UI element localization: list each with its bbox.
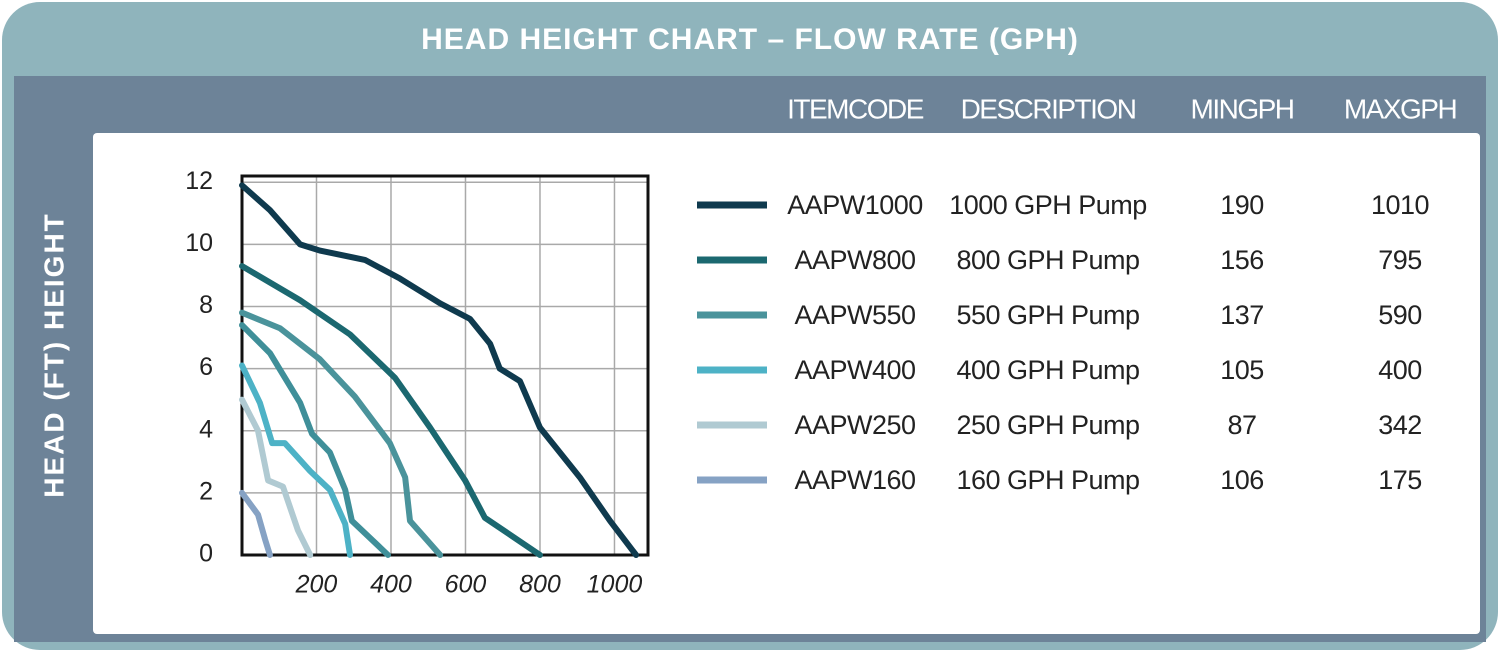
x-tick-label: 600 xyxy=(445,571,487,599)
table-cell: 105 xyxy=(1220,355,1264,385)
x-tick-label: 400 xyxy=(370,571,412,599)
x-tick-label: 200 xyxy=(295,571,338,599)
chart-title: HEAD HEIGHT CHART – FLOW RATE (GPH) xyxy=(421,23,1079,56)
series-line xyxy=(239,322,392,558)
y-tick-label: 0 xyxy=(199,540,213,568)
y-tick-label: 8 xyxy=(199,291,213,319)
table-cell: 190 xyxy=(1220,190,1264,220)
table-cell: 1010 xyxy=(1371,190,1429,220)
y-axis-label: HEAD (FT) HEIGHT xyxy=(38,212,69,498)
legend-label: AAPW800 xyxy=(794,245,915,275)
series-line xyxy=(239,309,444,558)
legend-label: AAPW250 xyxy=(794,410,915,440)
table-cell: 342 xyxy=(1378,410,1422,440)
table-cell: 795 xyxy=(1378,245,1422,275)
y-tick-label: 4 xyxy=(199,415,213,443)
table-cell: 137 xyxy=(1220,300,1264,330)
column-header: ITEMCODE xyxy=(787,93,924,124)
legend-label: AAPW550 xyxy=(794,300,915,330)
column-header: MAXGPH xyxy=(1344,93,1456,124)
legend-label: AAPW1000 xyxy=(787,190,923,220)
table-cell: 400 GPH Pump xyxy=(956,355,1139,385)
y-tick-label: 2 xyxy=(199,477,213,505)
series-line xyxy=(239,182,640,558)
table-cell: 160 GPH Pump xyxy=(956,465,1139,495)
legend-label: AAPW160 xyxy=(794,465,915,495)
table-cell: 106 xyxy=(1220,465,1264,495)
column-header: MINGPH xyxy=(1191,93,1294,124)
column-header: DESCRIPTION xyxy=(961,93,1136,124)
table-cell: 800 GPH Pump xyxy=(956,245,1139,275)
table-cell: 590 xyxy=(1378,300,1422,330)
x-tick-label: 800 xyxy=(519,571,561,599)
panel xyxy=(93,133,1480,634)
x-tick-label: 1000 xyxy=(587,571,643,599)
table-cell: 156 xyxy=(1220,245,1264,275)
series-line xyxy=(239,362,354,558)
table-cell: 175 xyxy=(1378,465,1422,495)
table-cell: 550 GPH Pump xyxy=(956,300,1139,330)
legend-label: AAPW400 xyxy=(794,355,915,385)
table-cell: 87 xyxy=(1227,410,1256,440)
y-tick-label: 6 xyxy=(199,353,213,381)
series-line xyxy=(239,263,543,558)
table-cell: 1000 GPH Pump xyxy=(949,190,1147,220)
series-line xyxy=(239,396,314,558)
table-cell: 250 GPH Pump xyxy=(956,410,1139,440)
table-cell: 400 xyxy=(1378,355,1422,385)
y-tick-label: 10 xyxy=(185,229,213,257)
y-tick-label: 12 xyxy=(185,167,213,195)
series-line xyxy=(239,489,273,558)
